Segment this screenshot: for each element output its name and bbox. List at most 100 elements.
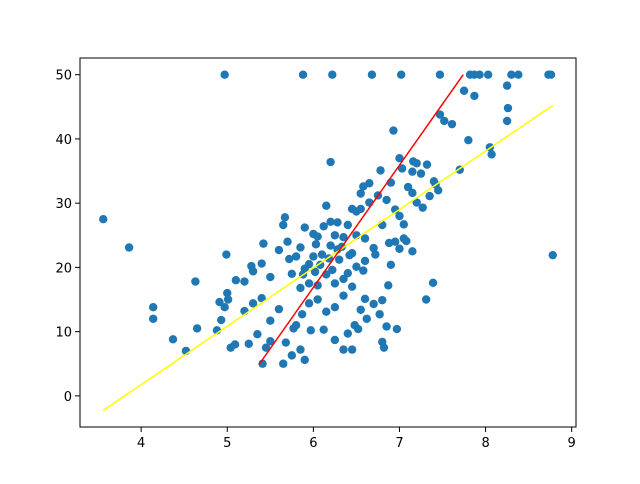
- scatter-point: [266, 337, 275, 346]
- scatter-point: [376, 166, 385, 175]
- scatter-point: [322, 201, 331, 210]
- scatter-point: [261, 343, 271, 352]
- scatter-point: [347, 282, 357, 291]
- scatter-point: [390, 237, 400, 246]
- scatter-point: [192, 324, 202, 333]
- plot-area: [99, 70, 557, 411]
- scatter-point: [395, 211, 404, 221]
- scatter-point: [369, 243, 378, 253]
- scatter-point: [287, 351, 297, 360]
- scatter-point: [240, 277, 249, 286]
- scatter-point: [459, 86, 469, 95]
- scatter-point: [220, 303, 229, 312]
- scatter-point: [330, 231, 340, 240]
- scatter-point: [475, 70, 484, 79]
- scatter-point: [274, 245, 284, 255]
- scatter-point: [217, 315, 226, 325]
- scatter-point: [231, 276, 241, 285]
- scatter-point: [316, 260, 325, 270]
- scatter-point: [285, 254, 294, 264]
- scatter-point: [289, 324, 298, 333]
- scatter-point: [418, 203, 427, 212]
- scatter-point: [502, 116, 512, 126]
- scatter-point: [367, 70, 377, 79]
- scatter-point: [339, 291, 348, 300]
- scatter-point: [435, 110, 445, 119]
- scatter-point: [124, 243, 134, 252]
- scatter-point: [379, 343, 389, 352]
- scatter-point: [382, 195, 391, 205]
- scatter-point: [311, 240, 321, 249]
- scatter-point: [257, 294, 266, 303]
- scatter-point: [343, 220, 353, 230]
- scatter-point: [296, 283, 305, 293]
- scatter-point: [317, 250, 327, 259]
- scatter-point: [309, 229, 318, 239]
- y-tick-label: 30: [55, 197, 72, 212]
- scatter-point: [352, 262, 361, 271]
- scatter-point: [359, 266, 368, 275]
- scatter-point: [386, 260, 396, 270]
- y-tick-label: 40: [55, 133, 72, 148]
- scatter-point: [296, 243, 305, 252]
- scatter-point: [310, 267, 320, 277]
- scatter-point: [281, 338, 291, 347]
- scatter-point: [322, 307, 331, 316]
- scatter-point: [356, 204, 365, 214]
- scatter-point: [330, 303, 340, 312]
- scatter-point: [330, 335, 340, 345]
- scatter-point: [399, 220, 408, 229]
- scatter-point: [382, 322, 391, 331]
- scatter-point: [447, 119, 457, 129]
- y-tick-label: 10: [55, 326, 72, 341]
- scatter-point: [470, 91, 479, 101]
- scatter-point: [350, 320, 359, 330]
- scatter-point: [326, 217, 335, 226]
- scatter-point: [326, 241, 335, 250]
- scatter-point: [304, 259, 314, 269]
- scatter-point: [375, 310, 384, 319]
- scatter-point: [408, 188, 417, 198]
- scatter-point: [360, 234, 370, 243]
- scatter-point: [300, 223, 309, 232]
- scatter-point: [339, 233, 348, 242]
- scatter-point: [298, 70, 308, 79]
- scatter-point: [422, 160, 432, 169]
- scatter-point: [309, 252, 318, 261]
- scatter-point: [395, 153, 404, 163]
- scatter-point: [248, 299, 258, 308]
- scatter-point: [396, 70, 406, 79]
- scatter-point: [222, 250, 231, 259]
- scatter-point: [279, 359, 288, 368]
- scatter-point: [328, 70, 337, 79]
- scatter-point: [191, 277, 200, 286]
- scatter-point: [507, 70, 516, 79]
- scatter-point: [291, 252, 301, 261]
- scatter-point: [408, 167, 417, 176]
- x-tick-label: 4: [137, 436, 145, 451]
- scatter-point: [168, 335, 178, 344]
- scatter-point: [360, 294, 370, 304]
- scatter-point: [304, 299, 314, 308]
- scatter-point: [389, 126, 398, 135]
- scatter-point: [306, 326, 315, 335]
- scatter-point: [148, 303, 158, 312]
- scatter-point: [421, 295, 431, 304]
- scatter-point: [440, 116, 449, 126]
- scatter-point: [328, 265, 337, 275]
- fit-line: [102, 104, 554, 411]
- scatter-point: [319, 222, 328, 231]
- scatter-point: [362, 314, 371, 323]
- scatter-point: [220, 70, 229, 79]
- scatter-point: [408, 247, 417, 256]
- scatter-point: [215, 297, 224, 307]
- scatter-point: [416, 169, 426, 178]
- scatter-point: [347, 204, 357, 214]
- scatter-point: [266, 272, 275, 282]
- scatter-point: [259, 239, 268, 248]
- scatter-point: [148, 314, 158, 323]
- scatter-point: [548, 250, 557, 260]
- scatter-point: [483, 70, 493, 79]
- scatter-point: [230, 340, 240, 349]
- scatter-point: [487, 150, 496, 159]
